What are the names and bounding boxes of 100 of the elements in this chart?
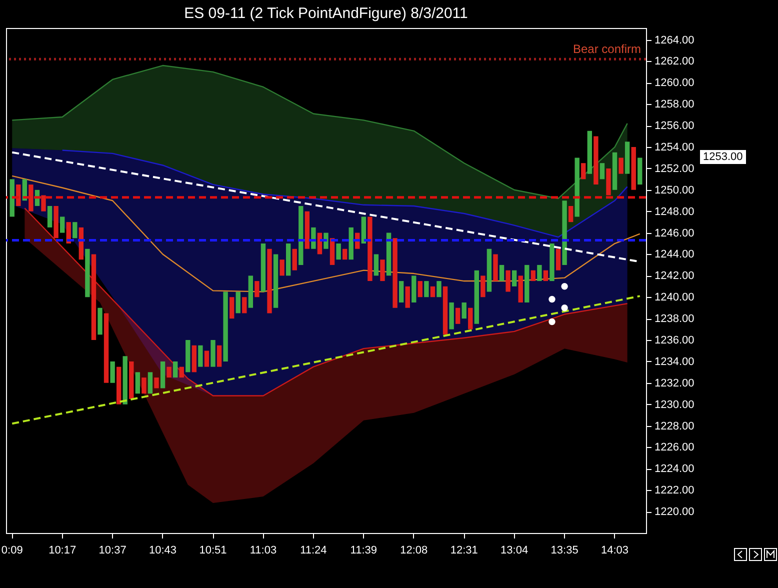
- bar: [543, 270, 548, 282]
- bar: [72, 222, 78, 238]
- y-tick-label: 1258.00: [654, 98, 694, 111]
- bar: [556, 248, 561, 270]
- bar: [54, 206, 58, 238]
- bar: [518, 276, 523, 302]
- y-tick-label: 1254.00: [654, 142, 694, 154]
- bar: [172, 361, 178, 378]
- bar: [361, 216, 366, 244]
- bar: [550, 244, 554, 282]
- bar: [28, 184, 34, 212]
- bar: [204, 350, 210, 367]
- bar: [286, 244, 291, 276]
- bar: [512, 270, 517, 286]
- bar: [292, 248, 297, 270]
- bar: [229, 297, 234, 319]
- bar: [631, 147, 636, 190]
- bar: [506, 270, 510, 292]
- bar: [430, 286, 436, 298]
- bar: [60, 216, 65, 233]
- bar: [612, 152, 618, 190]
- bar: [85, 248, 90, 298]
- bar: [398, 281, 404, 302]
- bar: [116, 366, 122, 404]
- bar: [304, 211, 310, 249]
- x-tick-label: 0:09: [1, 544, 23, 556]
- bar: [587, 130, 592, 174]
- bar: [537, 264, 542, 282]
- bar: [486, 248, 492, 292]
- bar: [10, 179, 14, 217]
- x-tick-label: 11:39: [350, 544, 378, 556]
- bar: [142, 378, 146, 394]
- bar: [342, 248, 348, 260]
- bar: [594, 136, 598, 185]
- bar: [474, 270, 480, 324]
- bar: [148, 372, 153, 394]
- bar: [47, 206, 52, 228]
- bar: [216, 345, 222, 367]
- y-tick-label: 1256.00: [654, 120, 694, 132]
- bar: [254, 281, 260, 298]
- bar: [600, 163, 605, 180]
- bar: [368, 216, 372, 282]
- bar: [98, 308, 102, 335]
- bar: [581, 163, 586, 180]
- bar: [198, 345, 203, 367]
- bar: [41, 195, 46, 212]
- x-tick-label: 13:04: [500, 544, 528, 556]
- bar: [392, 238, 398, 308]
- bar: [493, 254, 498, 282]
- y-tick-label: 1238.00: [654, 313, 694, 326]
- bar: [424, 281, 429, 298]
- bar: [638, 158, 642, 185]
- bar: [574, 158, 580, 217]
- y-tick-label: 1252.00: [654, 162, 694, 175]
- line-series: [12, 175, 640, 292]
- bar: [530, 270, 536, 282]
- y-tick-label: 1230.00: [654, 398, 694, 411]
- bar: [166, 366, 172, 378]
- bar: [267, 248, 272, 314]
- chart-title: ES 09-11 (2 Tick PointAndFigure) 8/3/2011: [184, 5, 468, 22]
- ref-line-label: Bear confirm: [572, 42, 641, 56]
- bar: [374, 254, 379, 276]
- bar: [129, 361, 134, 399]
- bar: [405, 286, 410, 308]
- bar: [260, 244, 266, 292]
- bar: [618, 158, 624, 174]
- bar: [562, 200, 567, 265]
- bar: [273, 254, 278, 308]
- bar: [242, 297, 247, 314]
- bar: [104, 313, 109, 383]
- y-tick-label: 1232.00: [654, 377, 694, 390]
- x-tick-label: 11:03: [250, 544, 277, 556]
- y-tick-label: 1236.00: [654, 334, 694, 347]
- bar: [436, 281, 442, 298]
- x-tick-label: 11:24: [300, 544, 327, 556]
- bar: [462, 302, 466, 319]
- y-tick-label: 1220.00: [654, 506, 694, 518]
- bar: [154, 378, 159, 388]
- x-tick-label: 10:17: [48, 544, 76, 556]
- y-tick-label: 1234.00: [654, 356, 694, 368]
- bar: [280, 260, 284, 276]
- y-tick-label: 1228.00: [654, 420, 694, 432]
- bar: [568, 206, 574, 222]
- bar: [468, 308, 473, 330]
- y-tick-label: 1260.00: [654, 77, 694, 90]
- bar: [236, 292, 240, 314]
- bar: [380, 260, 385, 282]
- bar: [110, 361, 115, 383]
- y-tick-label: 1242.00: [654, 270, 694, 282]
- bar: [179, 366, 184, 378]
- bar: [122, 356, 128, 404]
- bar: [186, 340, 190, 372]
- y-tick-label: 1226.00: [654, 442, 694, 454]
- bar: [442, 286, 448, 335]
- bar: [91, 254, 96, 340]
- y-tick-label: 1240.00: [654, 292, 694, 304]
- bar: [455, 308, 460, 324]
- bar: [412, 276, 416, 302]
- bar: [135, 372, 140, 394]
- y-tick-label: 1246.00: [654, 227, 694, 240]
